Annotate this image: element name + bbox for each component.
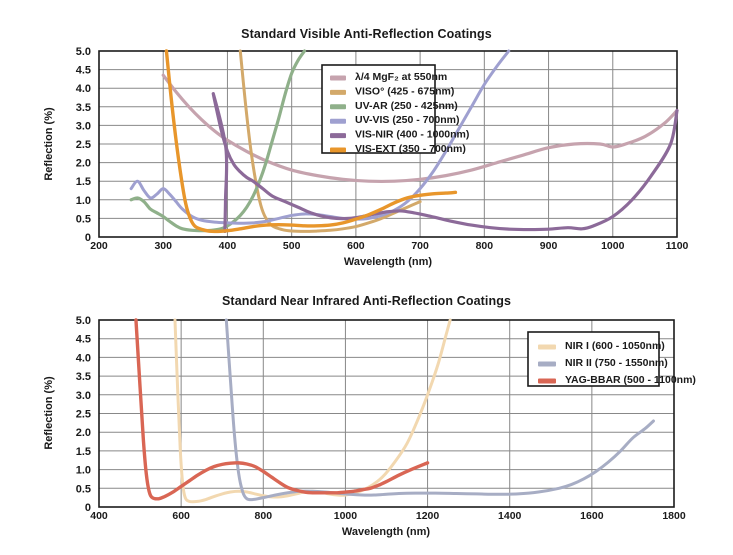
svg-text:1.5: 1.5: [76, 446, 91, 458]
svg-text:600: 600: [172, 510, 190, 522]
svg-text:400: 400: [90, 510, 108, 522]
svg-text:Reflection (%): Reflection (%): [43, 376, 55, 450]
svg-text:2.5: 2.5: [76, 409, 91, 421]
svg-text:3.5: 3.5: [76, 371, 91, 383]
svg-text:1000: 1000: [334, 510, 358, 522]
svg-text:YAG-BBAR (500 - 1100nm): YAG-BBAR (500 - 1100nm): [565, 374, 696, 386]
svg-text:4.0: 4.0: [76, 352, 91, 364]
svg-text:NIR I (600 - 1050nm): NIR I (600 - 1050nm): [565, 340, 665, 352]
svg-text:3.0: 3.0: [76, 390, 91, 402]
svg-text:0.5: 0.5: [76, 483, 91, 495]
svg-text:1400: 1400: [498, 510, 522, 522]
svg-text:800: 800: [255, 510, 273, 522]
svg-text:2.0: 2.0: [76, 427, 91, 439]
svg-text:1200: 1200: [416, 510, 440, 522]
svg-text:1.0: 1.0: [76, 465, 91, 477]
svg-text:5.0: 5.0: [76, 315, 91, 327]
svg-text:NIR II (750 - 1550nm): NIR II (750 - 1550nm): [565, 357, 668, 369]
svg-text:1800: 1800: [662, 510, 686, 522]
svg-text:1600: 1600: [580, 510, 604, 522]
svg-text:Wavelength (nm): Wavelength (nm): [342, 526, 431, 538]
svg-text:4.5: 4.5: [76, 334, 91, 346]
